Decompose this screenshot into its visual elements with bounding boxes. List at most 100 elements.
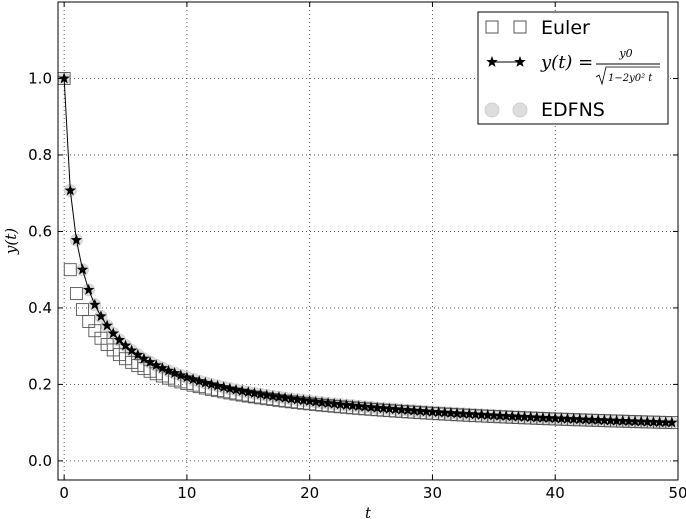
euler-point — [69, 287, 83, 301]
y-tick-label: 0.8 — [28, 146, 52, 164]
exact-point — [598, 414, 611, 426]
legend-marker-euler-1 — [485, 20, 499, 34]
y-tick-label: 0.2 — [28, 375, 52, 393]
exact-point — [494, 409, 506, 421]
exact-point — [303, 395, 316, 406]
exact-point — [340, 399, 353, 410]
exact-point — [150, 359, 162, 371]
legend-box — [477, 11, 669, 125]
legend: Euler y(t) = y0 1−2y0² t EDFNS — [477, 11, 669, 125]
exact-point — [396, 403, 408, 415]
exact-point — [414, 405, 426, 416]
exact-point — [70, 234, 83, 245]
exact-point — [119, 339, 132, 351]
exact-point — [524, 411, 537, 423]
exact-point — [107, 327, 119, 339]
exact-point — [371, 401, 383, 413]
exact-point — [273, 391, 285, 402]
exact-point — [482, 409, 494, 421]
axis-ticks: 0 10 20 30 40 50 0.0 0.2 0.4 0.6 0.8 1.0 — [28, 2, 686, 502]
exact-point — [144, 356, 156, 367]
exact-point — [402, 404, 414, 416]
x-axis-label: t — [365, 504, 372, 519]
exact-point — [457, 407, 469, 419]
exact-point — [610, 414, 623, 426]
exact-point — [175, 369, 187, 381]
exact-point — [617, 415, 629, 426]
legend-marker-edfns-1 — [484, 102, 500, 118]
exact-point — [383, 402, 396, 414]
exact-point — [445, 407, 457, 418]
exact-point — [310, 395, 322, 407]
exact-point — [156, 362, 169, 373]
plot-frame — [57, 1, 679, 481]
legend-marker-exact-2 — [514, 56, 526, 67]
exact-point — [635, 415, 647, 427]
exact-point — [267, 390, 279, 402]
exact-point — [531, 411, 543, 423]
exact-point — [230, 383, 242, 395]
exact-point — [58, 72, 70, 84]
exact-point — [512, 410, 525, 422]
exact-point — [168, 367, 181, 379]
legend-label-exact-numerator: y0 — [618, 47, 632, 60]
exact-point — [500, 410, 512, 421]
exact-point — [291, 393, 304, 405]
legend-marker-euler-2 — [513, 20, 527, 34]
series-clip-group — [58, 72, 678, 430]
exact-point — [346, 399, 359, 411]
series-layer — [58, 72, 678, 430]
y-tick-label: 0.4 — [28, 299, 52, 317]
exact-point — [653, 416, 666, 428]
exact-point — [586, 413, 598, 425]
exact-point — [211, 379, 224, 391]
exact-point — [285, 392, 297, 404]
exact-point — [506, 410, 518, 422]
exact-point — [199, 376, 212, 388]
exact-point — [64, 184, 76, 196]
y-axis-label: y(t) — [2, 228, 20, 255]
exact-point — [187, 373, 199, 385]
exact-point — [353, 400, 365, 412]
exact-point — [279, 392, 291, 403]
exact-point — [242, 386, 254, 398]
exact-point — [580, 413, 592, 425]
exact-point — [604, 414, 617, 426]
legend-marker-edfns-2 — [512, 102, 528, 118]
exact-point — [439, 406, 451, 418]
exact-point — [451, 407, 463, 419]
exact-point — [543, 412, 555, 423]
exact-point — [518, 411, 531, 422]
exact-point — [408, 404, 420, 416]
exact-point — [334, 398, 347, 410]
legend-sqrt-sign — [595, 66, 660, 86]
exact-point — [328, 397, 340, 409]
exact-point — [488, 409, 500, 421]
exact-point — [432, 406, 445, 418]
exact-point — [248, 387, 261, 399]
exact-point — [420, 405, 433, 417]
y-tick-label: 0.0 — [28, 452, 52, 470]
exact-point — [218, 381, 230, 393]
x-tick-label: 30 — [423, 484, 442, 502]
x-tick-label: 10 — [177, 484, 196, 502]
x-tick-label: 20 — [300, 484, 319, 502]
exact-point — [389, 403, 402, 415]
exact-point — [138, 352, 150, 364]
exact-point — [537, 411, 549, 423]
exact-point — [82, 283, 95, 295]
exact-point — [469, 408, 482, 420]
exact-point — [101, 319, 113, 331]
exact-point — [592, 414, 604, 425]
y-tick-label: 0.6 — [28, 222, 52, 240]
legend-label-exact-denominator: 1−2y0² t — [608, 73, 653, 84]
exact-point — [261, 389, 273, 401]
exact-point — [555, 412, 568, 424]
exact-point — [475, 408, 488, 420]
exact-point — [426, 405, 439, 417]
exact-point — [205, 378, 218, 390]
exact-point — [297, 394, 310, 406]
exact-point — [322, 397, 334, 409]
exact-point — [549, 412, 561, 424]
